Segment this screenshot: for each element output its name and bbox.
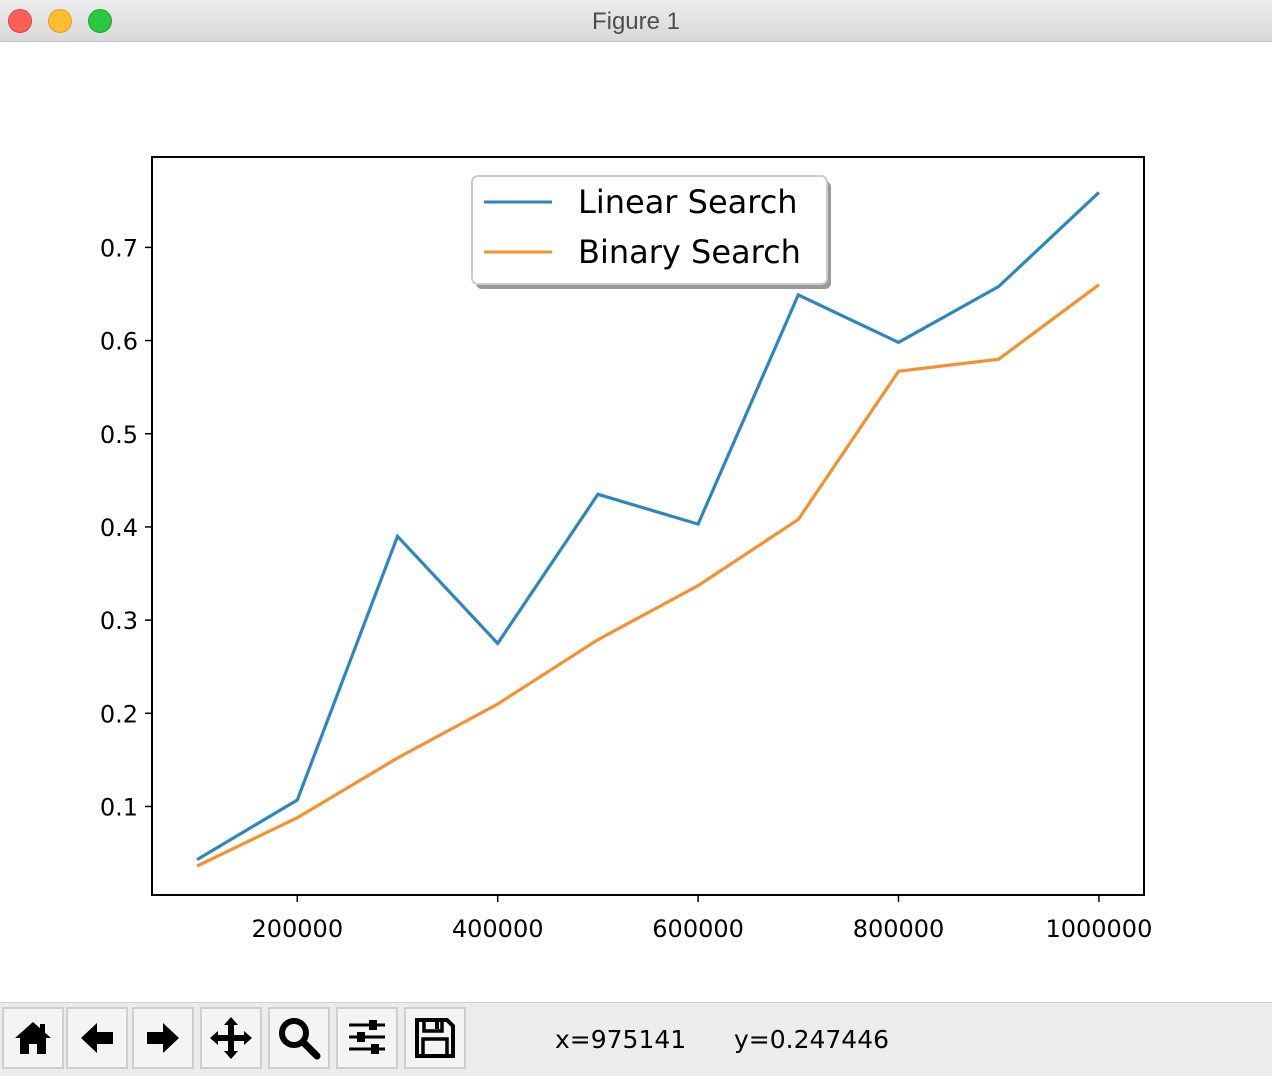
y-tick-label: 0.7	[100, 234, 138, 262]
figure-canvas[interactable]: 200000 400000 600000 800000 1000000 0.1 0.2 0.…	[0, 42, 1272, 1002]
series-line-linear-search	[196, 191, 1100, 861]
cursor-x-readout: x=975141	[555, 1025, 687, 1054]
window-titlebar: Figure 1	[0, 0, 1272, 42]
minimize-window-button[interactable]	[48, 9, 72, 33]
forward-button[interactable]	[132, 1007, 194, 1069]
home-icon	[15, 1022, 51, 1054]
y-tick-label: 0.3	[100, 607, 138, 635]
y-tick-label: 0.6	[100, 328, 138, 356]
x-tick-label: 200000	[251, 915, 343, 943]
y-tick-label: 0.1	[100, 793, 138, 821]
back-arrow-icon	[81, 1023, 113, 1053]
x-tick-label: 600000	[652, 915, 744, 943]
legend-label-linear-search: Linear Search	[578, 183, 798, 221]
y-tick-label: 0.5	[100, 421, 138, 449]
zoom-button[interactable]	[268, 1007, 330, 1069]
x-tick-label: 400000	[452, 915, 544, 943]
x-axis-ticks: 200000 400000 600000 800000 1000000	[251, 895, 1152, 943]
configure-subplots-button[interactable]	[336, 1007, 398, 1069]
save-button[interactable]	[404, 1007, 466, 1069]
close-window-button[interactable]	[8, 9, 32, 33]
save-icon	[415, 1018, 455, 1058]
legend-box	[471, 175, 828, 285]
legend-label-binary-search: Binary Search	[578, 233, 801, 271]
y-axis-ticks: 0.1 0.2 0.3 0.4 0.5 0.6 0.7	[100, 234, 152, 821]
series-line-binary-search	[196, 283, 1100, 868]
y-tick-label: 0.4	[100, 514, 138, 542]
pan-icon	[210, 1017, 252, 1059]
x-tick-label: 800000	[853, 915, 945, 943]
back-button[interactable]	[66, 1007, 128, 1069]
zoom-icon	[279, 1018, 321, 1060]
pan-button[interactable]	[200, 1007, 262, 1069]
cursor-y-readout: y=0.247446	[734, 1025, 890, 1054]
home-button[interactable]	[2, 1007, 64, 1069]
zoom-window-button[interactable]	[88, 9, 112, 33]
series-lines	[196, 191, 1100, 868]
configure-subplots-icon	[349, 1020, 385, 1054]
y-tick-label: 0.2	[100, 700, 138, 728]
legend: Linear Search Binary Search	[471, 175, 831, 289]
navigation-toolbar: x=975141 y=0.247446	[0, 1002, 1272, 1076]
window-title: Figure 1	[591, 8, 681, 35]
x-tick-label: 1000000	[1045, 915, 1152, 943]
forward-arrow-icon	[147, 1023, 179, 1053]
line-chart: 200000 400000 600000 800000 1000000 0.10.20.…	[100, 156, 1152, 943]
